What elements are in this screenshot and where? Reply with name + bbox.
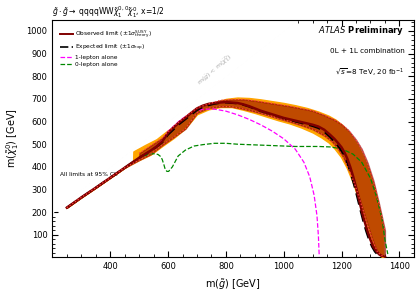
Text: $\mathbf{\it{ATLAS}}$ Preliminary: $\mathbf{\it{ATLAS}}$ Preliminary <box>319 24 405 37</box>
Text: $\tilde{g}\cdot\tilde{g} \rightarrow$ qqqqWW$\tilde{\chi}^{0,0}_{1}\tilde{\chi}^: $\tilde{g}\cdot\tilde{g} \rightarrow$ qq… <box>52 4 165 20</box>
Y-axis label: m($\tilde{\chi}^{0}_{1}$) [GeV]: m($\tilde{\chi}^{0}_{1}$) [GeV] <box>4 109 21 168</box>
Text: m($\tilde{g}$) < m($\tilde{\chi}^{0}_{1}$): m($\tilde{g}$) < m($\tilde{\chi}^{0}_{1}… <box>194 51 234 88</box>
Text: 0L + 1L combination: 0L + 1L combination <box>330 48 405 54</box>
Text: All limits at 95% CL: All limits at 95% CL <box>60 172 117 177</box>
Legend: Observed limit ($\pm 1\sigma^{\mathrm{SUSY}}_{\mathrm{theory}}$), Expected limit: Observed limit ($\pm 1\sigma^{\mathrm{SU… <box>59 27 153 68</box>
Text: $\sqrt{s}$=8 TeV, 20 fb$^{-1}$: $\sqrt{s}$=8 TeV, 20 fb$^{-1}$ <box>336 67 405 79</box>
X-axis label: m($\tilde{g}$) [GeV]: m($\tilde{g}$) [GeV] <box>205 277 261 292</box>
